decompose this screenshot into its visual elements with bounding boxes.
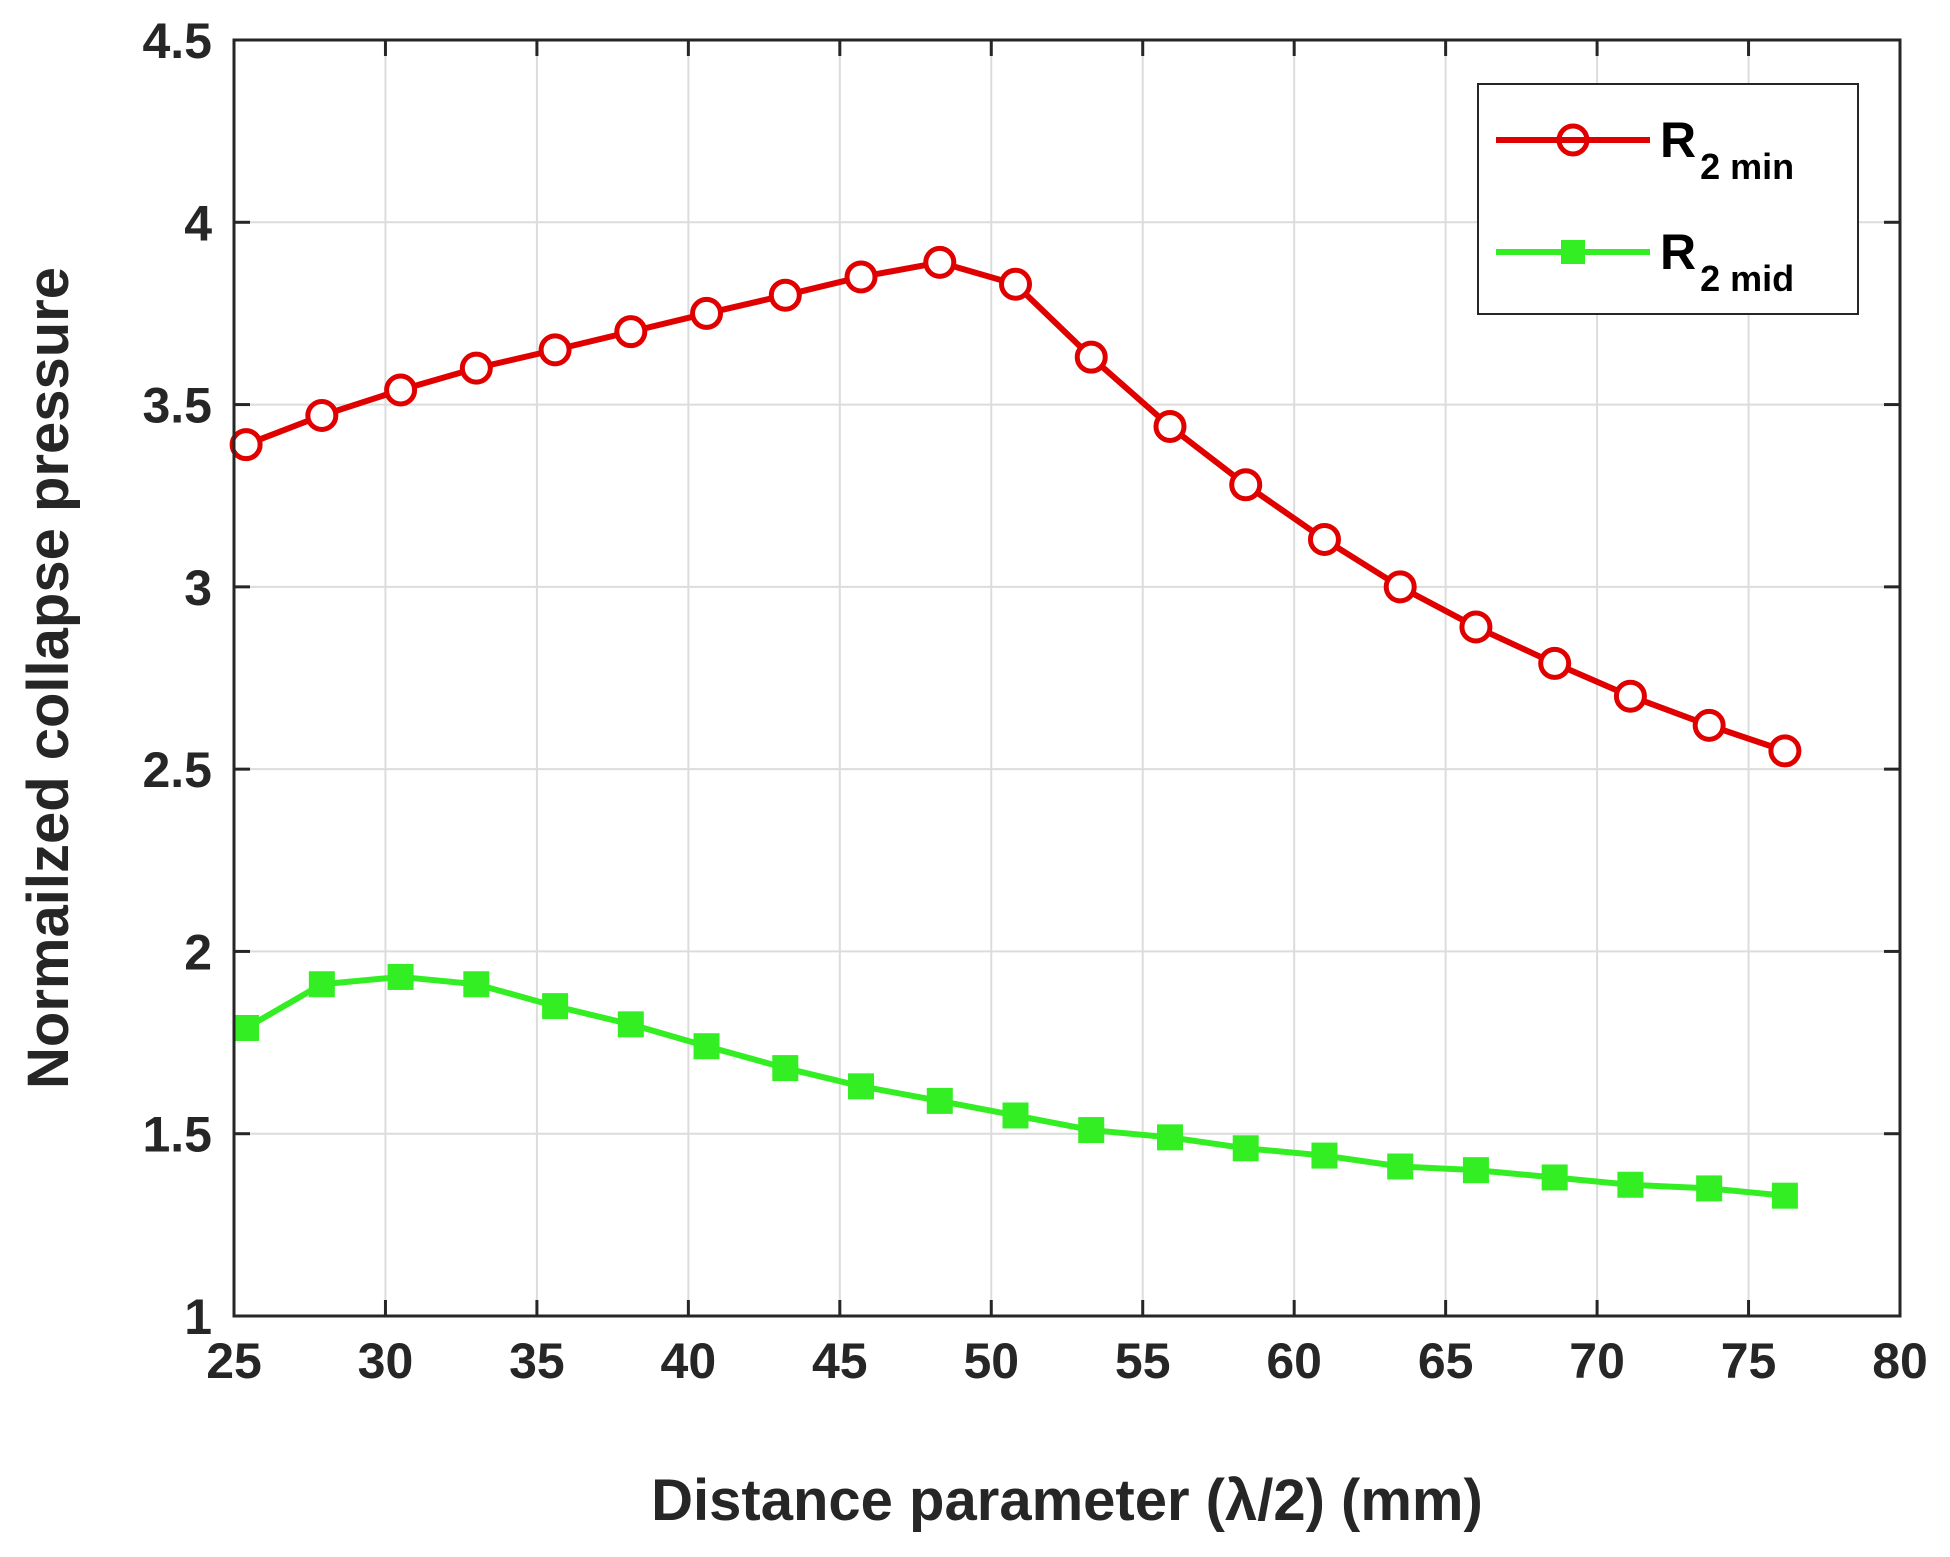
- x-tick-label: 25: [206, 1333, 262, 1389]
- series-2: [233, 963, 1798, 1209]
- x-tick-label: 65: [1418, 1333, 1474, 1389]
- data-point: [1462, 1157, 1489, 1184]
- data-point: [926, 1087, 953, 1114]
- data-point: [1696, 1175, 1723, 1202]
- x-tick-label: 35: [509, 1333, 565, 1389]
- data-point: [229, 428, 263, 462]
- data-point: [1311, 1142, 1338, 1169]
- x-tick-label: 80: [1872, 1333, 1928, 1389]
- series-1: [229, 245, 1802, 768]
- series-layer: [229, 245, 1802, 1209]
- data-point: [1002, 1102, 1029, 1129]
- data-point: [690, 296, 724, 330]
- data-point: [463, 971, 490, 998]
- data-point: [387, 963, 414, 990]
- data-point: [1538, 646, 1572, 680]
- data-point: [542, 993, 569, 1020]
- data-point: [1387, 1153, 1414, 1180]
- data-point: [1459, 610, 1493, 644]
- x-tick-label: 40: [661, 1333, 717, 1389]
- data-point: [1307, 522, 1341, 556]
- data-point: [923, 245, 957, 279]
- data-point: [1074, 340, 1108, 374]
- data-point: [384, 373, 418, 407]
- y-axis-ticks: 1 1.5 2 2.5 3 3.5 4 4.5: [142, 13, 1900, 1345]
- data-point: [1768, 734, 1802, 768]
- x-tick-label: 45: [812, 1333, 868, 1389]
- data-point: [844, 260, 878, 294]
- data-point: [768, 278, 802, 312]
- y-tick-label: 4.5: [142, 13, 212, 69]
- y-axis-label: Normailzed collapse pressure: [16, 267, 81, 1089]
- data-point: [1383, 570, 1417, 604]
- data-point: [1692, 708, 1726, 742]
- data-point: [693, 1033, 720, 1060]
- data-point: [614, 315, 648, 349]
- data-point: [1229, 468, 1263, 502]
- y-tick-label: 2: [184, 924, 212, 980]
- data-point: [1771, 1182, 1798, 1209]
- y-tick-label: 2.5: [142, 742, 212, 798]
- x-tick-label: 60: [1266, 1333, 1322, 1389]
- data-point: [1541, 1164, 1568, 1191]
- data-point: [1232, 1135, 1259, 1162]
- data-point: [999, 267, 1033, 301]
- y-tick-label: 4: [184, 195, 212, 251]
- data-point: [538, 333, 572, 367]
- x-tick-label: 30: [358, 1333, 414, 1389]
- data-point: [1617, 1171, 1644, 1198]
- data-point: [233, 1014, 260, 1041]
- data-point: [305, 399, 339, 433]
- y-tick-label: 3.5: [142, 378, 212, 434]
- data-point: [1156, 1124, 1183, 1151]
- x-tick-label: 55: [1115, 1333, 1171, 1389]
- legend-marker-square-icon: [1561, 240, 1585, 264]
- legend-box: [1477, 83, 1859, 315]
- data-point: [1153, 409, 1187, 443]
- data-point: [848, 1073, 875, 1100]
- x-tick-label: 75: [1721, 1333, 1777, 1389]
- data-point: [1078, 1117, 1105, 1144]
- y-tick-label: 3: [184, 560, 212, 616]
- plot-frame: [232, 38, 1902, 1318]
- y-tick-label: 1: [184, 1289, 212, 1345]
- x-axis-label: Distance parameter (λ/2) (mm): [651, 1468, 1483, 1533]
- x-tick-label: 70: [1569, 1333, 1625, 1389]
- x-axis-ticks: 25 30 35 40 45 50 55 60 65 70 75 80: [206, 40, 1928, 1389]
- data-point: [308, 971, 335, 998]
- data-point: [772, 1055, 799, 1082]
- data-point: [1613, 679, 1647, 713]
- y-tick-label: 1.5: [142, 1107, 212, 1163]
- data-point: [617, 1011, 644, 1038]
- x-tick-label: 50: [963, 1333, 1019, 1389]
- legend-marker-circle-icon: [1556, 123, 1590, 157]
- data-point: [459, 351, 493, 385]
